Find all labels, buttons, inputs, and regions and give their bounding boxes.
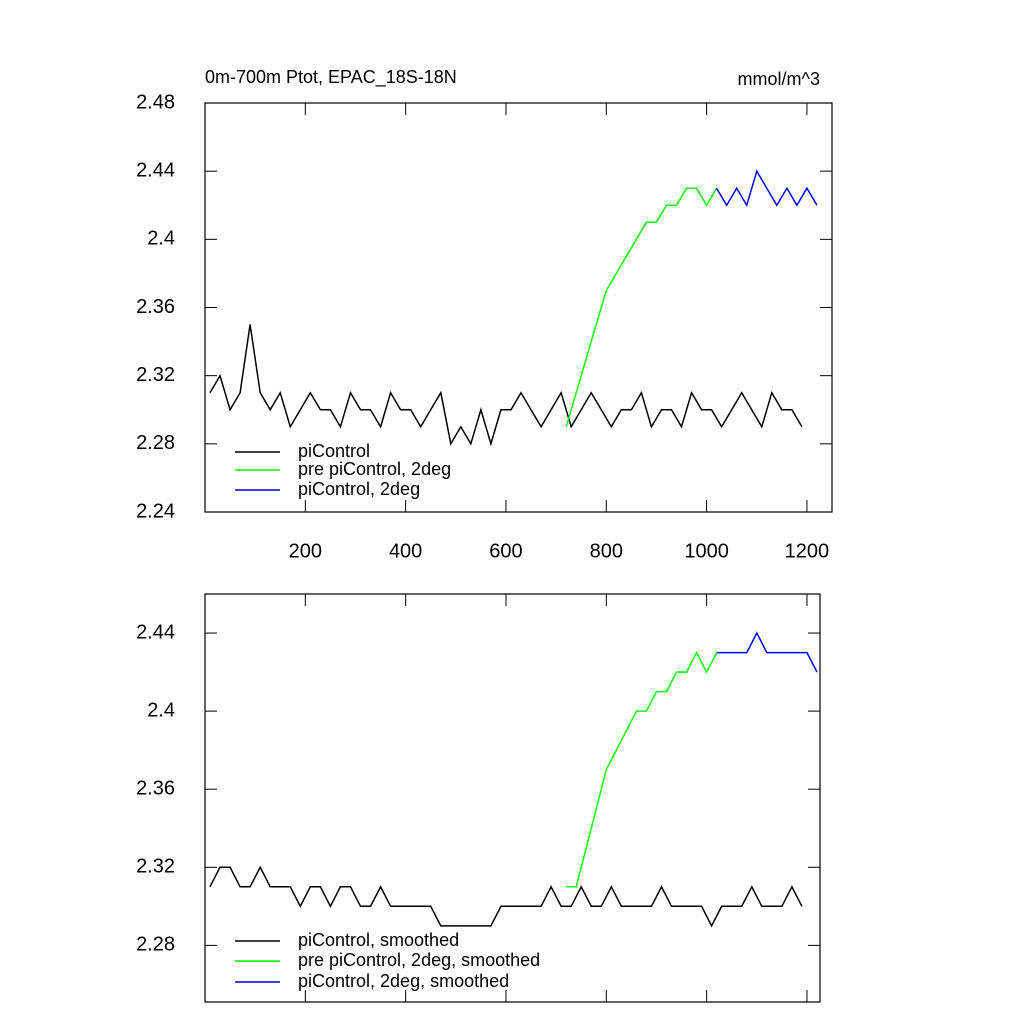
x-tick-label: 600 xyxy=(489,540,522,562)
y-tick-label: 2.36 xyxy=(136,777,175,799)
units-label: mmol/m^3 xyxy=(738,69,820,89)
legend-label: piControl, 2deg xyxy=(298,479,420,499)
x-tick-label: 800 xyxy=(590,540,623,562)
legend-label: piControl xyxy=(298,441,370,461)
y-tick-label: 2.32 xyxy=(136,364,175,386)
legend-label: piControl, 2deg, smoothed xyxy=(298,971,509,991)
x-tick-label: 400 xyxy=(389,540,422,562)
data-line xyxy=(715,169,818,208)
y-tick-label: 2.28 xyxy=(136,934,175,956)
y-tick-label: 2.44 xyxy=(136,621,175,643)
legend-label: pre piControl, 2deg, smoothed xyxy=(298,950,540,970)
x-tick-label: 1000 xyxy=(684,540,729,562)
y-tick-label: 2.32 xyxy=(136,856,175,878)
plot-frame xyxy=(204,102,833,513)
data-line xyxy=(566,650,718,888)
x-tick-label: 200 xyxy=(289,540,322,562)
chart-title: 0m-700m Ptot, EPAC_18S-18N xyxy=(205,67,457,88)
x-tick-label: 1200 xyxy=(785,540,830,562)
y-tick-label: 2.24 xyxy=(136,500,175,522)
legend-label: piControl, smoothed xyxy=(298,930,459,950)
y-tick-label: 2.4 xyxy=(147,699,175,721)
y-tick-label: 2.28 xyxy=(136,432,175,454)
y-tick-label: 2.48 xyxy=(136,91,175,113)
y-tick-label: 2.36 xyxy=(136,296,175,318)
legend-label: pre piControl, 2deg xyxy=(298,459,451,479)
data-line xyxy=(716,631,818,673)
data-line xyxy=(209,324,803,447)
plot-frame xyxy=(204,593,821,1003)
y-tick-label: 2.4 xyxy=(147,228,175,250)
y-tick-label: 2.44 xyxy=(136,159,175,181)
data-line xyxy=(209,865,803,928)
data-line xyxy=(565,187,718,428)
